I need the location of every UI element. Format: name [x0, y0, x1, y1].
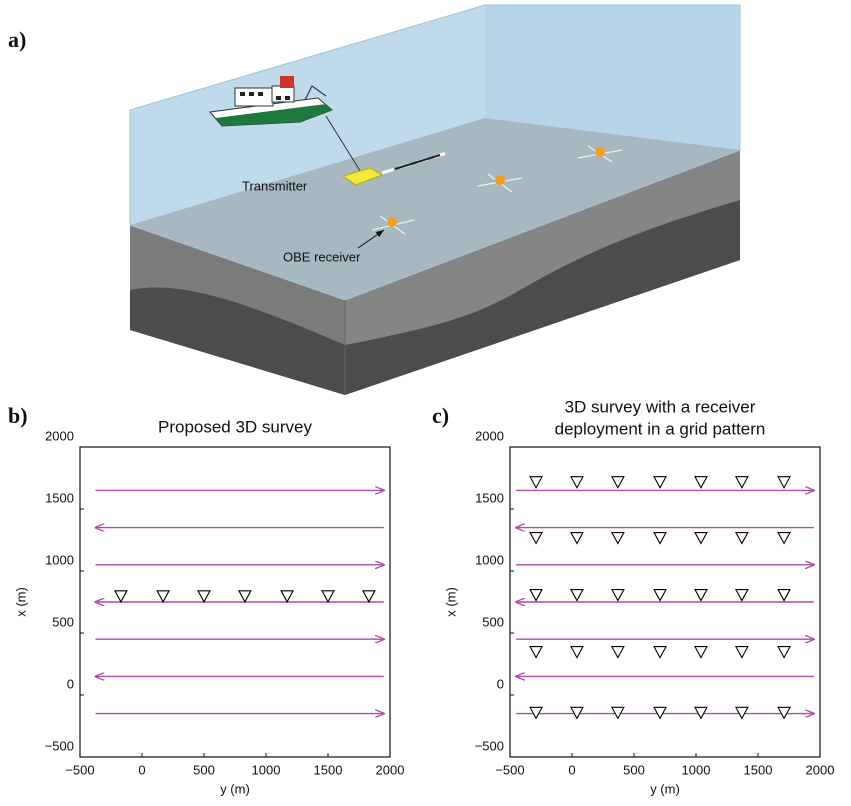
receiver-marker — [570, 476, 584, 489]
receiver-marker — [734, 706, 749, 720]
y-tick-label: −500 — [45, 738, 74, 753]
x-axis-label: y (m) — [220, 781, 250, 796]
receiver-marker — [777, 646, 791, 659]
y-tick-label: −500 — [475, 738, 504, 753]
receiver-marker — [237, 590, 252, 603]
receiver-marker — [734, 646, 749, 659]
receiver-marker — [529, 646, 543, 659]
x-tick-label: −500 — [495, 762, 524, 777]
y-axis-label: x (m) — [13, 587, 28, 617]
x-tick-label: 1000 — [682, 762, 711, 777]
receiver-marker — [734, 531, 749, 545]
receiver-marker — [529, 531, 543, 545]
y-tick-label: 500 — [52, 614, 74, 629]
receiver-marker — [777, 706, 791, 720]
x-tick-label: 0 — [568, 762, 575, 777]
y-tick-label: 0 — [67, 676, 74, 691]
receiver-marker — [653, 706, 667, 720]
chart-title: 3D survey with a receiver — [565, 397, 756, 416]
x-tick-label: 500 — [193, 762, 215, 777]
receiver-marker — [694, 531, 708, 545]
receiver-marker — [734, 589, 749, 602]
transmitter — [341, 167, 384, 186]
receiver-marker — [777, 476, 791, 489]
y-tick-label: 2000 — [475, 428, 504, 443]
receiver-marker — [734, 476, 749, 489]
receiver-marker — [777, 589, 791, 602]
panel-label: a) — [8, 27, 26, 52]
antenna-core — [394, 154, 441, 170]
y-tick-label: 500 — [482, 614, 504, 629]
x-tick-label: 0 — [138, 762, 145, 777]
receiver-marker — [610, 531, 625, 545]
receiver-marker — [570, 646, 584, 659]
y-axis-label: x (m) — [443, 587, 458, 617]
y-tick-label: 0 — [497, 676, 504, 691]
annotation: Transmitter — [242, 178, 308, 193]
ship — [209, 76, 333, 127]
receiver-marker — [570, 531, 584, 545]
x-tick-label: 2000 — [806, 762, 835, 777]
receiver-marker — [570, 589, 584, 602]
receiver-marker — [321, 590, 335, 603]
receiver-marker — [610, 589, 625, 602]
receiver-marker — [570, 706, 584, 720]
receiver-marker — [694, 706, 708, 720]
receiver-marker — [694, 646, 708, 659]
plot-frame — [79, 446, 391, 758]
receiver-marker — [610, 646, 625, 659]
receiver-marker — [777, 531, 791, 545]
receiver-marker — [653, 476, 667, 489]
x-tick-label: 1500 — [314, 762, 343, 777]
x-tick-label: 500 — [623, 762, 645, 777]
receiver-marker — [156, 590, 171, 603]
y-tick-label: 1000 — [45, 552, 74, 567]
annotation: OBE receiver — [283, 249, 361, 264]
bedrock-layer — [130, 200, 740, 395]
plot-frame — [509, 446, 821, 758]
annotation-arrow — [357, 229, 385, 249]
chart-title: Proposed 3D survey — [158, 417, 313, 436]
receiver-marker — [113, 590, 128, 603]
y-tick-label: 1000 — [475, 552, 504, 567]
receiver — [387, 217, 397, 227]
x-axis-label: y (m) — [650, 781, 680, 796]
receiver-marker — [529, 706, 543, 720]
x-tick-label: 1500 — [744, 762, 773, 777]
receiver-marker — [610, 476, 625, 489]
x-tick-label: 2000 — [376, 762, 405, 777]
receiver-marker — [653, 646, 667, 659]
receiver-marker — [653, 589, 667, 602]
receiver-marker — [694, 589, 708, 602]
y-tick-label: 1500 — [45, 490, 74, 505]
illustration: Transmitter OBE receiver a) — [8, 4, 741, 395]
receiver-marker — [280, 590, 295, 603]
receiver — [595, 147, 605, 157]
y-tick-label: 2000 — [45, 428, 74, 443]
receiver-marker — [653, 531, 667, 545]
tow-cable — [325, 115, 363, 175]
receiver-marker — [197, 590, 211, 603]
chart-title: deployment in a grid pattern — [555, 419, 766, 438]
receiver-marker — [529, 476, 543, 489]
x-tick-label: 1000 — [252, 762, 281, 777]
receiver-marker — [610, 706, 625, 720]
y-tick-label: 1500 — [475, 490, 504, 505]
receiver — [495, 175, 505, 185]
panel-label: c) — [432, 403, 449, 428]
receiver-marker — [361, 590, 376, 603]
receiver-marker — [694, 476, 708, 489]
receiver-marker — [529, 589, 543, 602]
panel-label: b) — [8, 403, 28, 428]
x-tick-label: −500 — [65, 762, 94, 777]
